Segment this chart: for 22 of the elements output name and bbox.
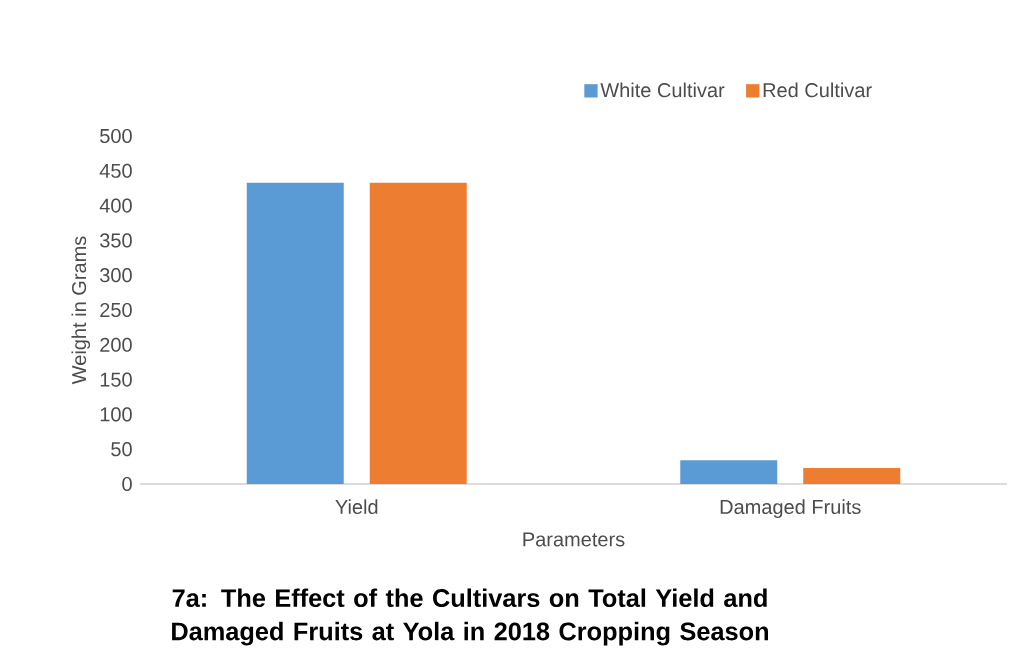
y-tick-label: 500: [100, 128, 132, 144]
y-tick-label: 300: [100, 268, 132, 283]
x-axis-title: Parameters: [523, 532, 625, 547]
legend-label: Red Cultivar: [763, 82, 872, 98]
legend-label: White Cultivar: [600, 82, 725, 98]
bar: [369, 182, 467, 484]
x-tick-label: Yield: [335, 499, 378, 515]
bar: [803, 467, 901, 484]
y-tick-label: 200: [100, 337, 132, 352]
y-tick-label: 450: [99, 163, 132, 178]
y-tick-label: 250: [100, 302, 132, 318]
text: 7a: The Effect of the Cultivars on Total Yield and Damaged Fruits at Yola in 2018 Cropping Season: [172, 588, 769, 646]
y-axis-title: Weight in Grams: [71, 236, 91, 385]
bar: [246, 182, 344, 484]
y-tick-label: 0: [122, 476, 132, 492]
y-tick-label: 350: [100, 233, 132, 248]
x-tick-label: Damaged Fruits: [720, 499, 861, 518]
y-tick-label: 50: [111, 442, 132, 457]
y-tick-label: 150: [100, 372, 132, 387]
y-tick-label: 100: [100, 407, 132, 422]
y-tick-label: 400: [99, 198, 132, 213]
bar: [680, 460, 778, 484]
